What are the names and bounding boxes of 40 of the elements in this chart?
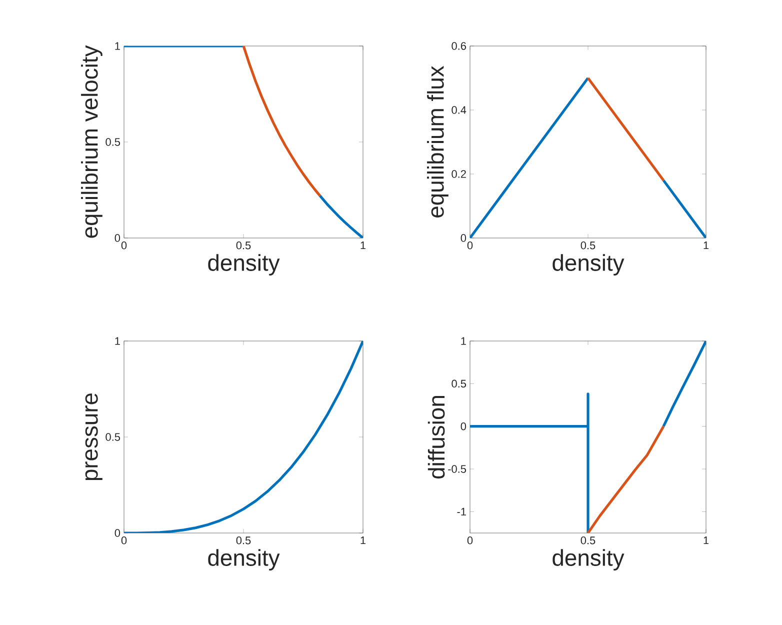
y-axis-title: diffusion xyxy=(428,396,445,478)
x-axis-title: density xyxy=(552,254,624,276)
x-tick-label: 0.5 xyxy=(236,242,251,250)
line-series xyxy=(586,425,665,533)
y-tick-label: -0.5 xyxy=(448,465,466,473)
y-tick-label: 0.6 xyxy=(452,42,466,50)
y-tick-label: 0 xyxy=(114,529,120,537)
x-axis-title: density xyxy=(552,549,624,570)
x-tick-label: 0 xyxy=(121,536,127,544)
x-tick-label: 0.5 xyxy=(580,242,596,250)
x-axis-title: density xyxy=(208,549,280,570)
line-series xyxy=(318,194,364,238)
y-tick-label: 0 xyxy=(460,234,466,242)
y-tick-label: 0.4 xyxy=(452,106,466,114)
y-tick-label: 0.5 xyxy=(452,380,466,388)
y-axis-title: equilibrium flux xyxy=(427,66,448,218)
x-tick-label: 0.5 xyxy=(236,536,251,544)
line-series xyxy=(662,340,706,428)
line-series xyxy=(124,340,364,533)
x-tick-label: 0 xyxy=(467,242,473,250)
x-tick-label: 0 xyxy=(467,536,473,544)
y-tick-label: 1 xyxy=(115,337,120,345)
line-series xyxy=(242,46,322,198)
y-tick-label: -1 xyxy=(457,508,466,516)
x-tick-label: 1 xyxy=(360,536,366,544)
x-tick-label: 0.5 xyxy=(580,536,596,544)
y-tick-label: 1 xyxy=(461,337,466,345)
y-axis-title: equilibrium velocity xyxy=(81,45,102,238)
x-tick-label: 1 xyxy=(704,536,709,544)
y-tick-label: 0 xyxy=(460,422,466,430)
y-tick-label: 0.5 xyxy=(106,433,120,441)
x-tick-label: 1 xyxy=(360,242,366,250)
y-tick-label: 1 xyxy=(115,42,120,50)
y-tick-label: 0.2 xyxy=(452,170,466,178)
y-tick-label: 0 xyxy=(114,234,120,242)
y-axis-title: pressure xyxy=(85,393,102,480)
x-axis-title: density xyxy=(208,254,280,276)
y-tick-label: 0.5 xyxy=(106,138,120,146)
x-tick-label: 0 xyxy=(121,242,127,250)
x-tick-label: 1 xyxy=(704,242,709,250)
